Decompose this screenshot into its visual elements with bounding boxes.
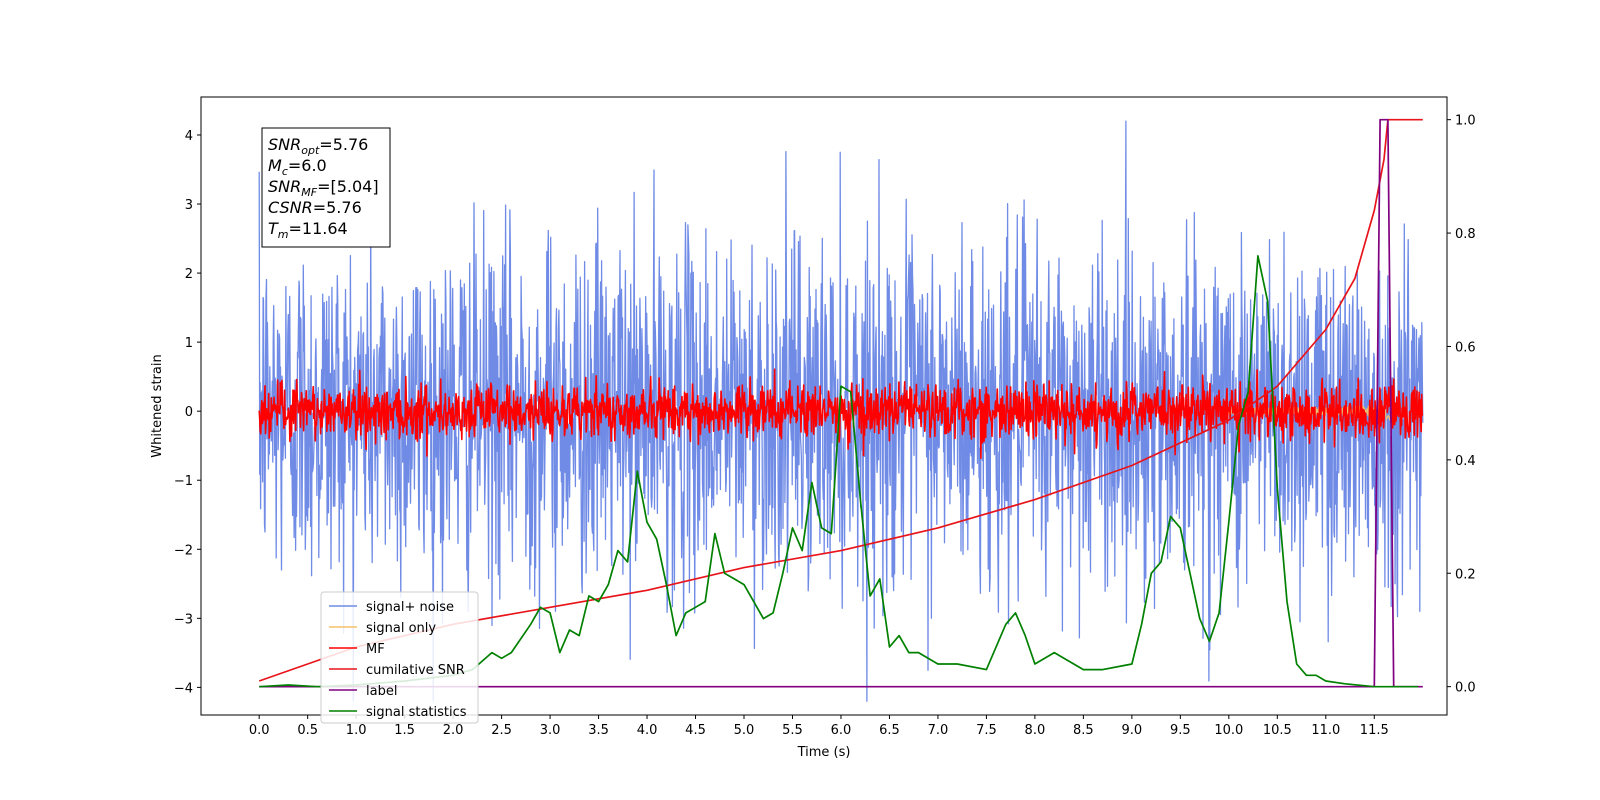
x-axis-ticks: 0.0 0.5 1.0 1.5 2.0 2.5 3.0 3.5 4.0 4.5 5.0 5.5 6.0 6…	[249, 715, 1389, 738]
right-y-tick-label: 0.2	[1455, 567, 1476, 582]
info-box-line: SNRMF=[5.04]	[268, 177, 379, 199]
x-tick-label: 5.0	[734, 723, 755, 738]
plot-frame	[200, 96, 1448, 716]
right-y-tick-label: 0.8	[1455, 227, 1476, 242]
legend-entry-label: label	[366, 684, 397, 699]
x-tick-label: 9.5	[1170, 723, 1191, 738]
x-tick-label: 10.5	[1263, 723, 1292, 738]
info-box-line: CSNR=5.76	[268, 198, 362, 217]
x-tick-label: 7.5	[976, 723, 997, 738]
line-series-layer	[258, 118, 1423, 688]
y-tick-label: 4	[185, 129, 193, 144]
x-tick-label: 4.5	[685, 723, 706, 738]
x-tick-label: 6.5	[879, 723, 900, 738]
x-tick-label: 4.0	[637, 723, 658, 738]
y-tick-label: −1	[174, 474, 193, 489]
info-box-line: Mc=6.0	[268, 156, 327, 178]
y-tick-label: −2	[174, 543, 193, 558]
legend: signal+ noise signal only MF cumilative SNR…	[320, 591, 479, 724]
y-tick-label: 1	[185, 336, 193, 351]
x-tick-label: 0.0	[249, 723, 270, 738]
right-y-tick-label: 0.6	[1455, 340, 1476, 355]
y-tick-label: 2	[185, 267, 193, 282]
series-signal-plus-noise	[258, 120, 1424, 702]
y-tick-label: −4	[174, 681, 193, 696]
y-axis-ticks: 4 3 2 1 0 −1 −2 −3 −4	[174, 129, 201, 696]
y-axis-label: Whitened strain	[150, 354, 165, 457]
x-tick-label: 9.0	[1122, 723, 1143, 738]
x-tick-label: 7.0	[928, 723, 949, 738]
x-tick-label: 11.0	[1311, 723, 1340, 738]
right-y-tick-label: 0.0	[1455, 681, 1476, 696]
x-tick-label: 2.5	[491, 723, 512, 738]
x-tick-label: 6.0	[831, 723, 852, 738]
info-box-line: Tm=11.64	[268, 219, 348, 241]
right-y-tick-label: 0.4	[1455, 454, 1476, 469]
x-tick-label: 8.0	[1025, 723, 1046, 738]
x-tick-label: 11.5	[1360, 723, 1389, 738]
x-tick-label: 1.0	[346, 723, 367, 738]
x-tick-label: 2.0	[443, 723, 464, 738]
legend-entry-label: signal only	[366, 621, 436, 636]
series-signal-statistics	[259, 254, 1418, 688]
legend-entry-label: signal statistics	[366, 705, 467, 720]
y-tick-label: 3	[185, 198, 193, 213]
x-tick-label: 8.5	[1073, 723, 1094, 738]
series-cumilative-snr	[258, 118, 1423, 682]
legend-entry-label: MF	[366, 642, 385, 657]
x-tick-label: 5.5	[782, 723, 803, 738]
x-tick-label: 0.5	[297, 723, 318, 738]
x-tick-label: 1.5	[394, 723, 415, 738]
y-tick-label: −3	[174, 612, 193, 627]
legend-entry-label: cumilative SNR	[366, 663, 465, 678]
info-box-line: SNRopt=5.76	[268, 135, 368, 157]
info-box-frame	[261, 127, 391, 248]
right-y-axis-ticks: 1.0 0.8 0.6 0.4 0.2 0.0	[1447, 114, 1476, 696]
x-tick-label: 3.5	[588, 723, 609, 738]
legend-frame	[320, 591, 479, 724]
x-tick-label: 3.0	[540, 723, 561, 738]
x-axis-label: Time (s)	[797, 745, 851, 760]
right-y-tick-label: 1.0	[1455, 114, 1476, 129]
legend-entry-label: signal+ noise	[366, 600, 454, 615]
x-tick-label: 10.0	[1214, 723, 1243, 738]
y-tick-label: 0	[185, 405, 193, 420]
